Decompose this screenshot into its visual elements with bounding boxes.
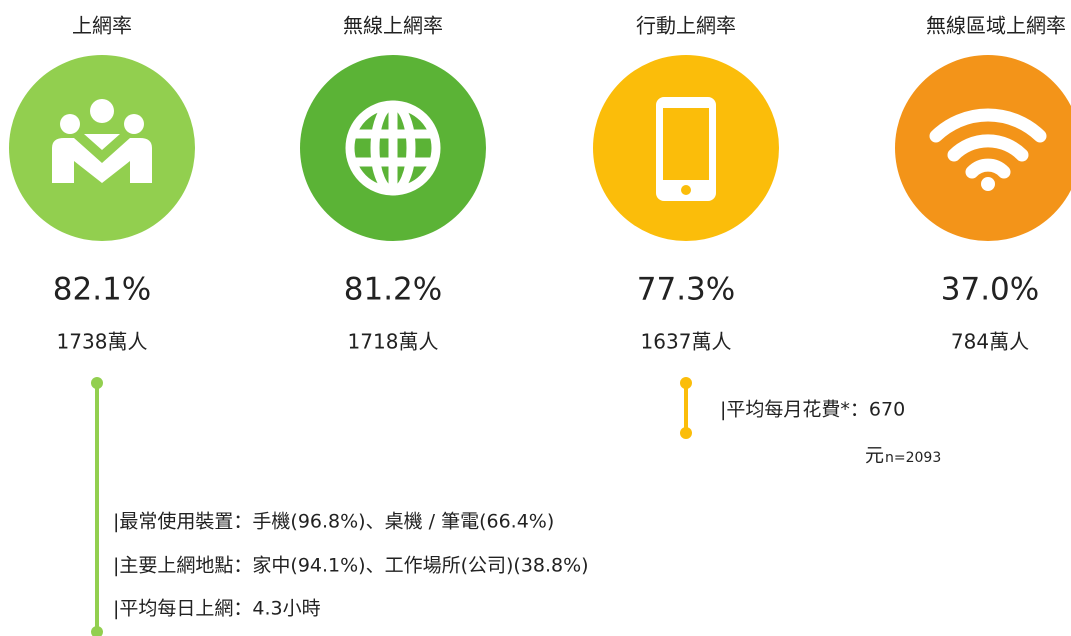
stat-count: 1718萬人: [348, 330, 439, 354]
stat-percent: 77.3%: [637, 272, 735, 308]
note-line: |主要上網地點：家中(94.1%)、工作場所(公司)(38.8%): [113, 555, 589, 577]
note-sample: n=2093: [885, 450, 941, 466]
stat-count: 1637萬人: [641, 330, 732, 354]
stat-count: 1738萬人: [57, 330, 148, 354]
note-line: |平均每日上網：4.3小時: [113, 598, 321, 620]
dot: [91, 626, 103, 636]
stat-label: 上網率: [72, 14, 132, 38]
note-text: |平均每月花費*：670: [720, 399, 905, 421]
wifi-icon: [929, 108, 1047, 191]
note-line: |最常使用裝置：手機(96.8%)、桌機 / 筆電(66.4%): [113, 511, 554, 533]
phone-icon: [656, 97, 716, 201]
stat-label: 行動上網率: [636, 14, 736, 38]
stat-percent: 81.2%: [344, 272, 442, 308]
dot: [680, 427, 692, 439]
note-unit: 元: [865, 445, 884, 467]
stat-label: 無線上網率: [343, 14, 443, 38]
globe-icon: [345, 100, 441, 196]
icon-circle: [895, 55, 1071, 241]
stat-label: 無線區域上網率: [926, 14, 1066, 38]
dot: [91, 377, 103, 389]
stat-percent: 37.0%: [941, 272, 1039, 308]
people-icon: [52, 99, 152, 183]
dot: [680, 377, 692, 389]
stat-count: 784萬人: [951, 330, 1029, 354]
stat-percent: 82.1%: [53, 272, 151, 308]
